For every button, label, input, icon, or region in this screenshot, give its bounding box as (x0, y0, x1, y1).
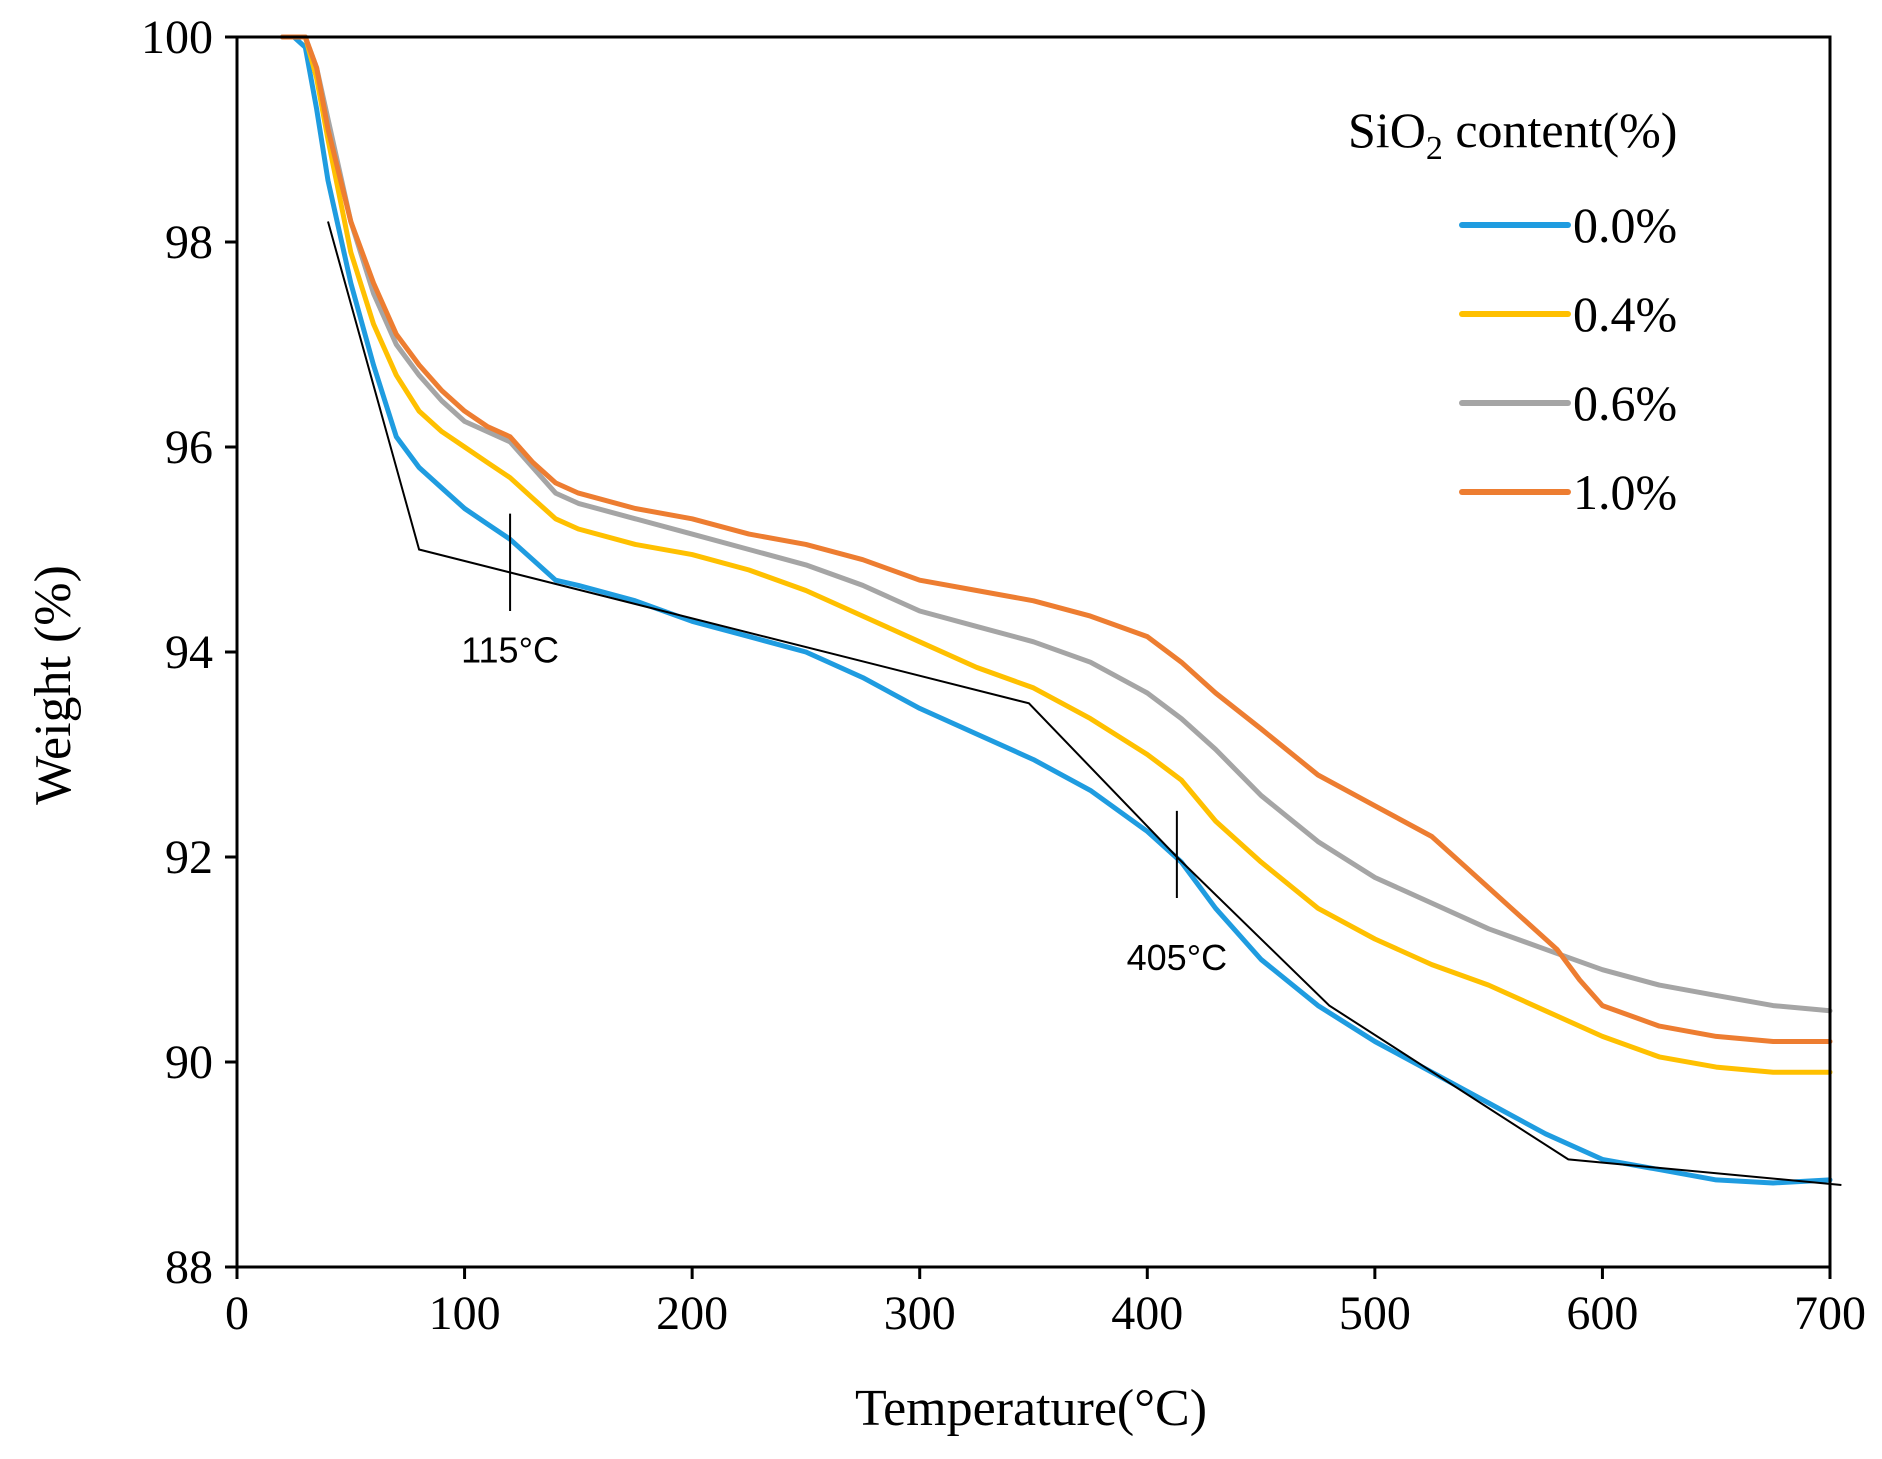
annotation-layer: 115°C 405°C (461, 513, 1227, 978)
legend-label-3: 1.0% (1573, 464, 1677, 520)
y-tick-label-1: 90 (165, 1036, 213, 1089)
annotation-label-0: 115°C (461, 629, 559, 670)
legend-title: SiO2 content(%) (1348, 102, 1677, 167)
legend-title-suffix: content(%) (1443, 102, 1678, 158)
ticks-layer: 0 100 200 300 400 500 600 700 88 90 92 94 96 98 100 (141, 11, 1866, 1340)
y-tick-label-3: 94 (165, 626, 213, 679)
x-tick-label-1: 100 (429, 1287, 501, 1340)
y-axis-title: Weight (%) (25, 565, 82, 805)
x-tick-label-0: 0 (225, 1287, 249, 1340)
legend: SiO2 content(%) 0.0% 0.4% 0.6% 1.0% (1348, 102, 1677, 520)
series-line-1 (280, 34, 1833, 1075)
y-tick-label-4: 96 (165, 421, 213, 474)
legend-label-1: 0.4% (1573, 286, 1677, 342)
x-tick-label-5: 500 (1339, 1287, 1411, 1340)
legend-label-0: 0.0% (1573, 197, 1677, 253)
series-line-3 (280, 34, 1833, 1044)
legend-title-subscript: 2 (1426, 130, 1443, 167)
y-tick-label-2: 92 (165, 831, 213, 884)
x-axis-title: Temperature(°C) (855, 1380, 1207, 1437)
x-tick-label-2: 200 (656, 1287, 728, 1340)
series-layer (280, 34, 1833, 1186)
x-tick-label-6: 600 (1566, 1287, 1638, 1340)
series-line-0 (280, 34, 1833, 1186)
annotation-label-1: 405°C (1127, 937, 1227, 978)
y-tick-label-0: 88 (165, 1241, 213, 1294)
legend-label-2: 0.6% (1573, 375, 1677, 431)
x-tick-label-3: 300 (884, 1287, 956, 1340)
x-tick-label-7: 700 (1794, 1287, 1866, 1340)
legend-title-prefix: SiO (1348, 102, 1426, 158)
y-tick-label-6: 100 (141, 11, 213, 64)
x-tick-label-4: 400 (1111, 1287, 1183, 1340)
series-line-2 (280, 34, 1833, 1014)
y-tick-label-5: 98 (165, 216, 213, 269)
